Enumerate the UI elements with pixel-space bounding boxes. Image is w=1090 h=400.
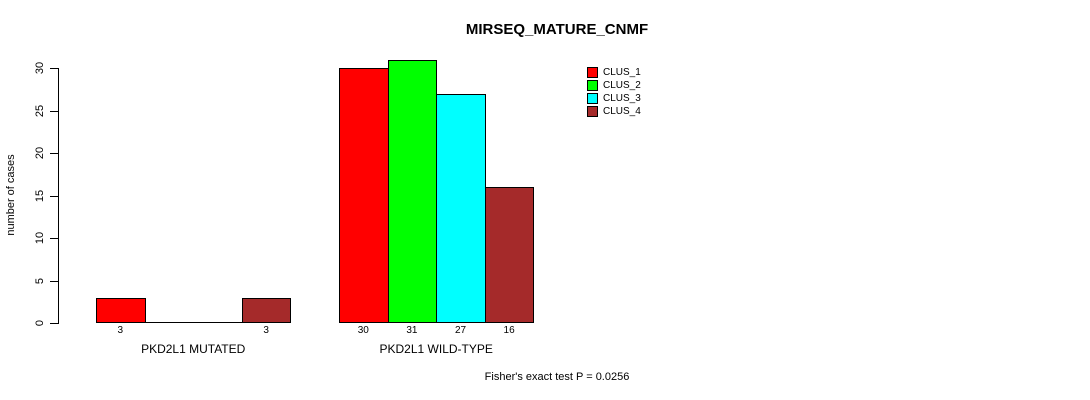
y-axis-tick — [50, 280, 59, 282]
bar-value-label: 31 — [406, 325, 418, 336]
bar-clus_3-group1-zero — [193, 322, 243, 323]
bar-clus_4-group2 — [484, 187, 535, 323]
y-axis-tick-label: 25 — [34, 104, 46, 117]
y-axis-tick — [50, 110, 59, 112]
y-axis-tick-label: 0 — [34, 319, 46, 327]
bar-clus_4-group1 — [241, 297, 292, 323]
bar-value-label: 16 — [503, 325, 515, 336]
y-axis-tick-label: 20 — [34, 146, 46, 160]
legend-label: CLUS_2 — [603, 80, 641, 91]
bar-value-label: 3 — [117, 325, 124, 336]
bar-value-label: 3 — [263, 325, 269, 336]
legend-swatch-clus_2 — [587, 80, 598, 91]
legend-label: CLUS_1 — [603, 67, 641, 78]
bar-clus_2-group1-zero — [144, 322, 195, 323]
bar-clus_2-group2 — [387, 59, 438, 323]
x-category-label: PKD2L1 MUTATED — [141, 342, 246, 356]
y-axis-tick-label: 30 — [34, 61, 46, 75]
bar-clus_3-group2 — [436, 93, 486, 323]
chart-title: MIRSEQ_MATURE_CNMF — [465, 21, 649, 38]
y-axis-tick-label: 15 — [34, 189, 46, 202]
y-axis-tick — [50, 68, 59, 69]
legend-label: CLUS_4 — [603, 106, 641, 117]
legend-swatch-clus_4 — [587, 106, 598, 117]
legend-label: CLUS_3 — [603, 93, 641, 104]
x-category-label: PKD2L1 WILD-TYPE — [379, 342, 493, 356]
y-axis-tick — [50, 323, 59, 324]
y-axis-tick-label: 10 — [34, 231, 46, 245]
y-axis-tick — [50, 238, 59, 239]
y-axis-tick — [50, 153, 59, 154]
stat-test-annotation: Fisher's exact test P = 0.0256 — [484, 371, 630, 383]
bar-value-label: 27 — [454, 325, 467, 336]
y-axis-tick-label: 5 — [34, 277, 46, 284]
bar-clus_1-group1 — [96, 297, 146, 323]
y-axis-tick — [50, 195, 59, 197]
legend-swatch-clus_3 — [587, 93, 598, 104]
bar-clus_1-group2 — [339, 68, 389, 323]
legend-swatch-clus_1 — [587, 67, 598, 78]
bar-value-label: 30 — [357, 325, 369, 336]
